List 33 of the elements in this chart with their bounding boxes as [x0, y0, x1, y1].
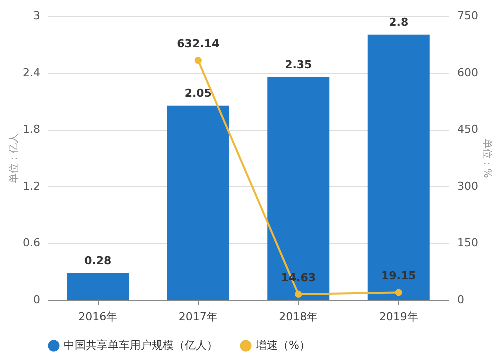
- data-label: 19.15: [381, 270, 416, 283]
- x-tick-label: 2017年: [178, 310, 218, 324]
- data-label: 2.35: [285, 58, 312, 72]
- x-tick-label: 2019年: [379, 310, 418, 324]
- point: [194, 57, 202, 64]
- y-tick-label: 0.6: [23, 236, 40, 250]
- bar: [167, 106, 230, 300]
- y2-tick-label: 600: [458, 66, 478, 80]
- point: [295, 290, 302, 298]
- y-axis-title: 单位：亿人: [8, 134, 20, 184]
- y2-tick-label: 0: [458, 294, 464, 306]
- y2-axis-title: 单位：%: [481, 138, 494, 178]
- point: [395, 289, 402, 296]
- data-label: 2.8: [389, 16, 409, 29]
- y-tick-label: 3: [34, 10, 40, 22]
- bar: [368, 34, 430, 300]
- y-tick-label: 1.2: [23, 180, 40, 193]
- y2-tick-label: 150: [458, 236, 478, 250]
- data-label: 632.14: [177, 38, 220, 51]
- x-tick-label: 2016年: [78, 310, 118, 324]
- x-tick-label: 2018年: [279, 310, 318, 324]
- data-label: 2.05: [184, 86, 212, 100]
- bar: [67, 273, 130, 300]
- y-tick-label: 0: [34, 294, 40, 306]
- y2-tick-label: 750: [458, 10, 478, 22]
- y2-tick-label: 300: [458, 180, 478, 193]
- legend-label: 增速（%）: [255, 339, 310, 352]
- y-tick-label: 2.4: [23, 66, 40, 80]
- legend-label: 中国共享单车用户规模（亿人）: [64, 339, 218, 352]
- y2-tick-label: 450: [458, 123, 478, 136]
- data-label: 0.28: [84, 254, 112, 268]
- bar: [268, 78, 330, 300]
- y-tick-label: 1.8: [23, 123, 40, 136]
